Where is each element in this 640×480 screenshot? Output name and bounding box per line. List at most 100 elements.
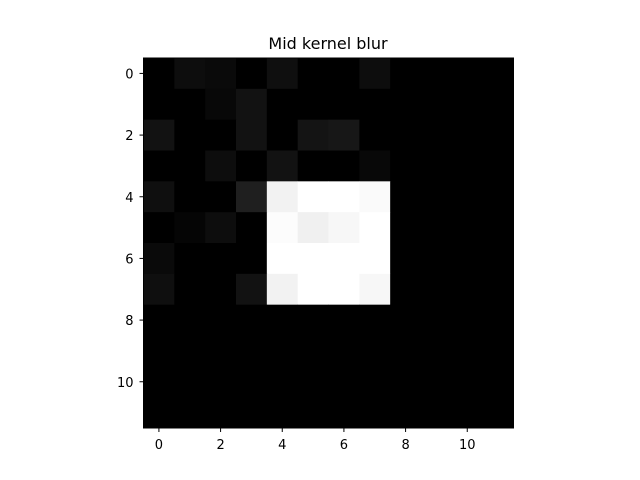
heatmap-cell-r3-c2	[205, 150, 237, 182]
heatmap-cell-r0-c3	[236, 58, 268, 90]
heatmap-cell-r9-c8	[390, 335, 422, 367]
heatmap-cell-r7-c11	[482, 273, 514, 306]
heatmap-cell-r6-c10	[451, 243, 484, 275]
heatmap-cell-r5-c7	[359, 212, 391, 244]
heatmap-cell-r8-c8	[390, 304, 422, 336]
heatmap-cell-r11-c5	[297, 397, 329, 429]
heatmap-cell-r1-c0	[143, 88, 175, 121]
heatmap-cell-r11-c10	[451, 397, 484, 429]
heatmap-cell-r10-c6	[328, 366, 360, 398]
heatmap-cell-r5-c1	[174, 212, 206, 244]
heatmap-cell-r7-c2	[205, 273, 237, 306]
y-tick-label-1: 2	[125, 129, 133, 144]
x-tick-label-2: 4	[278, 438, 286, 453]
y-tick-label-3: 6	[125, 252, 133, 267]
heatmap-cell-r3-c9	[421, 150, 453, 182]
heatmap-cell-r2-c8	[390, 119, 422, 151]
heatmap-cell-r11-c0	[143, 397, 175, 429]
x-tick-label-0: 0	[155, 438, 163, 453]
heatmap-cell-r1-c10	[451, 88, 484, 121]
heatmap-cell-r2-c11	[482, 119, 514, 151]
heatmap-cell-r3-c6	[328, 150, 360, 182]
heatmap-cell-r7-c3	[236, 273, 268, 306]
heatmap-cell-r9-c4	[266, 335, 299, 367]
heatmap-cell-r2-c4	[266, 119, 299, 151]
heatmap-cell-r10-c7	[359, 366, 391, 398]
heatmap-cell-r3-c10	[451, 150, 484, 182]
heatmap-cell-r8-c6	[328, 304, 360, 336]
heatmap-cell-r8-c11	[482, 304, 514, 336]
heatmap-cell-r8-c4	[266, 304, 299, 336]
heatmap-cell-r8-c1	[174, 304, 206, 336]
heatmap-cell-r10-c1	[174, 366, 206, 398]
heatmap-cell-r6-c7	[359, 243, 391, 275]
x-tick-label-1: 2	[216, 438, 224, 453]
heatmap-cell-r11-c7	[359, 397, 391, 429]
heatmap-cell-r1-c11	[482, 88, 514, 121]
heatmap-cell-r5-c2	[205, 212, 237, 244]
heatmap-cell-r2-c0	[143, 119, 175, 151]
heatmap-cell-r7-c0	[143, 273, 175, 306]
heatmap-cell-r10-c8	[390, 366, 422, 398]
heatmap-cell-r11-c9	[421, 397, 453, 429]
heatmap-cell-r6-c6	[328, 243, 360, 275]
x-tick-label-4: 8	[401, 438, 409, 453]
heatmap-cell-r10-c4	[266, 366, 299, 398]
heatmap-cell-r3-c1	[174, 150, 206, 182]
heatmap-cell-r3-c0	[143, 150, 175, 182]
y-tick-label-0: 0	[125, 67, 133, 82]
heatmap-cell-r1-c9	[421, 88, 453, 121]
heatmap-cell-r2-c3	[236, 119, 268, 151]
x-axis: 0 2 4 6 8 10	[155, 428, 476, 453]
heatmap-cell-r5-c8	[390, 212, 422, 244]
heatmap-cell-r10-c2	[205, 366, 237, 398]
heatmap-cell-r8-c5	[297, 304, 329, 336]
heatmap-cell-r3-c3	[236, 150, 268, 182]
heatmap-cell-r1-c5	[297, 88, 329, 121]
heatmap-cell-r8-c10	[451, 304, 484, 336]
heatmap-cell-r0-c1	[174, 58, 206, 90]
heatmap-cell-r2-c5	[297, 119, 329, 151]
y-axis: 0 2 4 6 8 10	[117, 67, 144, 391]
heatmap-cell-r7-c4	[266, 273, 299, 306]
heatmap-cell-r9-c1	[174, 335, 206, 367]
heatmap-cell-r10-c0	[143, 366, 175, 398]
heatmap-cell-r0-c11	[482, 58, 514, 90]
heatmap-cell-r5-c10	[451, 212, 484, 244]
heatmap-cell-r6-c4	[266, 243, 299, 275]
heatmap-cell-r6-c5	[297, 243, 329, 275]
heatmap-cell-r8-c9	[421, 304, 453, 336]
heatmap-cell-r0-c9	[421, 58, 453, 90]
heatmap-cell-r6-c2	[205, 243, 237, 275]
heatmap-cell-r5-c5	[297, 212, 329, 244]
heatmap-cell-r4-c0	[143, 181, 175, 213]
heatmap-cell-r7-c10	[451, 273, 484, 306]
heatmap-cell-r4-c5	[297, 181, 329, 213]
heatmap-cell-r3-c4	[266, 150, 299, 182]
heatmap-cell-r2-c6	[328, 119, 360, 151]
heatmap-cell-r7-c5	[297, 273, 329, 306]
heatmap-cell-r6-c3	[236, 243, 268, 275]
heatmap-cell-r11-c1	[174, 397, 206, 429]
heatmap-cell-r11-c8	[390, 397, 422, 429]
heatmap-cell-r1-c4	[266, 88, 299, 121]
heatmap-cell-r8-c2	[205, 304, 237, 336]
heatmap-cell-r10-c3	[236, 366, 268, 398]
heatmap-cell-r1-c2	[205, 88, 237, 121]
x-tick-label-5: 10	[459, 438, 476, 453]
heatmap-cells	[143, 58, 514, 429]
heatmap-cell-r11-c2	[205, 397, 237, 429]
heatmap-cell-r4-c11	[482, 181, 514, 213]
heatmap-cell-r10-c10	[451, 366, 484, 398]
heatmap-cell-r6-c11	[482, 243, 514, 275]
heatmap-cell-r8-c7	[359, 304, 391, 336]
heatmap-cell-r4-c3	[236, 181, 268, 213]
plot-frame	[143, 57, 514, 429]
heatmap-cell-r3-c8	[390, 150, 422, 182]
heatmap-cell-r11-c6	[328, 397, 360, 429]
heatmap-cell-r1-c3	[236, 88, 268, 121]
heatmap-cell-r5-c11	[482, 212, 514, 244]
heatmap-cell-r0-c2	[205, 58, 237, 90]
heatmap-cell-r5-c3	[236, 212, 268, 244]
